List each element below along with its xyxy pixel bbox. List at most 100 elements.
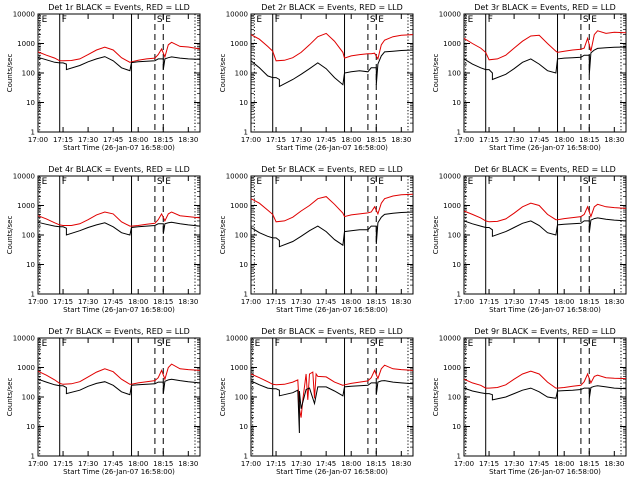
- x-axis-label: Start Time (26-Jan-07 16:58:00): [489, 306, 601, 314]
- time-marker-label: E: [256, 15, 262, 25]
- panel-title: Det 9r BLACK = Events, RED = LLD: [474, 327, 616, 336]
- x-axis-label: Start Time (26-Jan-07 16:58:00): [63, 306, 175, 314]
- x-tick-label: 18:30: [604, 298, 624, 306]
- x-tick-label: 18:30: [178, 460, 198, 468]
- x-tick-label: 18:15: [579, 298, 599, 306]
- y-axis-label: Counts/sec: [432, 216, 440, 255]
- x-tick-label: 18:15: [153, 136, 173, 144]
- time-marker-label: S: [370, 15, 376, 25]
- x-tick-label: 18:00: [128, 136, 148, 144]
- y-axis-label: Counts/sec: [432, 54, 440, 93]
- y-tick-label: 1: [457, 453, 461, 461]
- x-tick-label: 18:30: [604, 460, 624, 468]
- series-line-lld: [250, 193, 414, 223]
- y-tick-label: 1000: [230, 202, 248, 210]
- panel-4: Det 4r BLACK = Events, RED = LLD 1 10 100 10…: [6, 165, 201, 314]
- time-marker-label: E: [591, 177, 597, 187]
- series-line-lld: [37, 363, 201, 385]
- x-axis-label: Start Time (26-Jan-07 16:58:00): [63, 468, 175, 476]
- y-tick-label: 1: [31, 129, 35, 137]
- time-marker-label: F: [275, 339, 280, 349]
- x-tick-label: 18:15: [579, 460, 599, 468]
- x-tick-label: 17:15: [266, 460, 286, 468]
- time-marker-label: S: [583, 15, 589, 25]
- time-marker-label: E: [468, 177, 474, 187]
- plot-frame: [463, 175, 627, 295]
- x-tick-label: 18:15: [153, 460, 173, 468]
- time-marker-label: E: [256, 177, 262, 187]
- x-tick-label: 17:45: [316, 298, 336, 306]
- x-tick-label: 17:15: [53, 136, 73, 144]
- x-tick-label: 17:45: [103, 136, 123, 144]
- x-axis-label: Start Time (26-Jan-07 16:58:00): [276, 468, 388, 476]
- series-line-lld: [463, 202, 627, 223]
- x-tick-label: 17:00: [454, 136, 474, 144]
- x-tick-label: 17:15: [53, 298, 73, 306]
- plot-frame: [37, 175, 201, 295]
- series-line-lld: [250, 32, 414, 62]
- time-marker-label: E: [378, 15, 384, 25]
- series-line-lld: [250, 364, 414, 418]
- y-tick-label: 100: [22, 70, 35, 78]
- plot-frame: [37, 13, 201, 133]
- time-marker-label: E: [165, 177, 171, 187]
- x-tick-label: 17:45: [529, 460, 549, 468]
- x-tick-label: 18:00: [554, 298, 574, 306]
- panel-2: Det 2r BLACK = Events, RED = LLD 1 10 100 10…: [219, 3, 414, 152]
- series-line-events: [37, 378, 201, 396]
- y-tick-label: 10: [26, 261, 35, 269]
- time-marker-label: S: [370, 177, 376, 187]
- series-line-events: [250, 49, 414, 88]
- x-tick-label: 17:30: [78, 460, 98, 468]
- y-tick-label: 100: [448, 232, 461, 240]
- y-axis-label: Counts/sec: [432, 378, 440, 417]
- panel-title: Det 1r BLACK = Events, RED = LLD: [48, 3, 190, 12]
- x-tick-label: 17:30: [291, 298, 311, 306]
- x-tick-label: 17:00: [28, 298, 48, 306]
- y-tick-label: 1000: [443, 364, 461, 372]
- series-line-lld: [463, 370, 627, 389]
- series-line-events: [37, 221, 201, 236]
- x-tick-label: 18:30: [604, 136, 624, 144]
- y-tick-label: 10000: [13, 11, 35, 19]
- x-tick-label: 18:00: [128, 460, 148, 468]
- x-tick-label: 17:15: [266, 136, 286, 144]
- y-tick-label: 100: [235, 232, 248, 240]
- series-line-lld: [463, 30, 627, 61]
- x-tick-label: 17:45: [103, 298, 123, 306]
- x-tick-label: 18:00: [554, 136, 574, 144]
- time-marker-label: F: [488, 177, 493, 187]
- time-marker-label: S: [583, 177, 589, 187]
- series-line-events: [250, 211, 414, 248]
- y-tick-label: 10: [239, 423, 248, 431]
- x-tick-label: 18:15: [579, 136, 599, 144]
- x-axis-label: Start Time (26-Jan-07 16:58:00): [276, 144, 388, 152]
- time-marker-label: E: [468, 339, 474, 349]
- y-tick-label: 1: [244, 129, 248, 137]
- y-tick-label: 1000: [443, 40, 461, 48]
- time-marker-label: S: [157, 177, 163, 187]
- x-tick-label: 18:30: [391, 298, 411, 306]
- time-marker-label: F: [275, 177, 280, 187]
- y-tick-label: 100: [448, 394, 461, 402]
- y-tick-label: 100: [22, 232, 35, 240]
- x-tick-label: 18:30: [391, 136, 411, 144]
- y-tick-label: 1000: [17, 364, 35, 372]
- y-tick-label: 1000: [17, 202, 35, 210]
- x-tick-label: 18:00: [341, 298, 361, 306]
- x-tick-label: 18:00: [128, 298, 148, 306]
- panel-7: Det 7r BLACK = Events, RED = LLD 1 10 100 10…: [6, 327, 201, 476]
- series-line-events: [463, 46, 627, 81]
- y-axis-label: Counts/sec: [6, 54, 14, 93]
- plot-frame: [250, 13, 414, 133]
- panel-8: Det 8r BLACK = Events, RED = LLD 1 10 100 10…: [219, 327, 414, 476]
- time-marker-label: S: [157, 339, 163, 349]
- y-tick-label: 10: [452, 423, 461, 431]
- x-tick-label: 17:45: [529, 136, 549, 144]
- y-axis-label: Counts/sec: [6, 216, 14, 255]
- x-axis-label: Start Time (26-Jan-07 16:58:00): [489, 144, 601, 152]
- y-tick-label: 10: [26, 99, 35, 107]
- x-tick-label: 17:30: [504, 460, 524, 468]
- time-marker-label: F: [62, 15, 67, 25]
- x-tick-label: 17:45: [103, 460, 123, 468]
